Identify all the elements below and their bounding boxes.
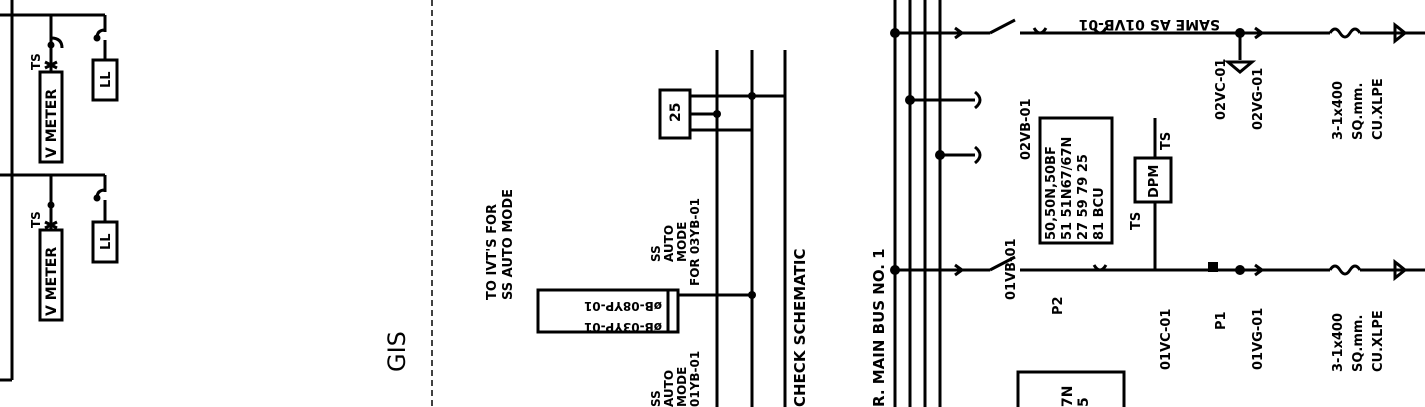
partial-relay-box — [1016, 370, 1126, 407]
v-meter-lower-label: V METER — [44, 247, 60, 316]
svg-text:CU.XLPE: CU.XLPE — [1371, 310, 1386, 372]
relay-function-list: 50,50N,50BF 51 51N67/67N 27 59 79 25 81 … — [1044, 137, 1107, 240]
dpm-label: DPM — [1147, 165, 1162, 198]
relay-25-label: 25 — [668, 103, 684, 122]
partial-box-line2: 5 — [1076, 397, 1092, 407]
synch-check-section: TO IVT'S FOR SS AUTO MODE 25 øB-03YP-01 … — [485, 50, 809, 407]
svg-text:81 BCU: 81 BCU — [1092, 187, 1107, 240]
ivt-text-line1: TO IVT'S FOR — [485, 204, 500, 300]
svg-text:CU.XLPE: CU.XLPE — [1371, 78, 1386, 140]
vt-label-1-rotated: øB-03YP-01 — [584, 320, 662, 334]
ss-auto-mode-label-2: SS AUTO MODE 01YB-01 — [649, 351, 702, 407]
svg-text:SQ.mm.: SQ.mm. — [1351, 83, 1366, 140]
vt-label-2-rotated: øB-08YP-01 — [584, 299, 662, 313]
svg-text:MODE: MODE — [675, 367, 689, 407]
p2-label: P2 — [1051, 296, 1066, 315]
main-bus-label: R. MAIN BUS NO. 1 — [870, 248, 888, 407]
ll-lower-label: LL — [99, 233, 114, 250]
svg-text:AUTO: AUTO — [662, 370, 676, 407]
vc-02-label: 02VC-01 — [1214, 59, 1229, 120]
svg-text:MODE: MODE — [675, 222, 689, 262]
vg-01-label: 01VG-01 — [1251, 308, 1266, 370]
ts-dpm-label: TS — [1159, 132, 1174, 150]
svg-text:3-1x400: 3-1x400 — [1331, 81, 1346, 140]
vg-02-label: 02VG-01 — [1251, 68, 1266, 130]
svg-text:SS: SS — [649, 390, 663, 407]
p1-marker — [1208, 262, 1218, 272]
ts-upper-label: TS — [29, 53, 43, 70]
svg-text:01YB-01: 01YB-01 — [688, 351, 702, 407]
ivt-text-line2: SS AUTO MODE — [501, 189, 516, 300]
ll-upper-label: LL — [99, 71, 114, 88]
vc-01-label: 01VC-01 — [1159, 309, 1174, 370]
partial-box-line1: 7N — [1060, 386, 1076, 407]
cable-2-label: 3-1x400 SQ.mm. CU.XLPE — [1331, 78, 1386, 140]
svg-text:27 59 79 25: 27 59 79 25 — [1076, 154, 1091, 240]
ts-lower-label: TS — [29, 211, 43, 228]
ts-dpm-label-b: TS — [1129, 212, 1144, 230]
svg-text:AUTO: AUTO — [662, 225, 676, 262]
p1-label: P1 — [1214, 311, 1229, 330]
svg-text:FOR 03YB-01: FOR 03YB-01 — [688, 198, 702, 286]
svg-text:SQ.mm.: SQ.mm. — [1351, 315, 1366, 372]
ss-auto-mode-label-1: SS AUTO MODE FOR 03YB-01 — [649, 198, 702, 286]
svg-text:50,50N,50BF: 50,50N,50BF — [1044, 146, 1059, 240]
protection-relay-block — [1038, 116, 1114, 245]
vb-01-label: 01VB-01 — [1004, 238, 1019, 300]
main-bus-section: R. MAIN BUS NO. 1 SAME AS 01VB-01 02VG-0… — [870, 0, 1425, 407]
left-metering-section: V METER TS LL V METER TS LL — [0, 0, 119, 382]
gis-label: GIS — [383, 331, 411, 372]
v-meter-upper-label: V METER — [44, 89, 60, 158]
same-as-label: SAME AS 01VB-01 — [1079, 16, 1220, 32]
check-schematic-label: CHECK SCHEMATIC — [791, 249, 809, 407]
dpm-box — [1133, 156, 1173, 204]
svg-text:51 51N67/67N: 51 51N67/67N — [1060, 137, 1075, 240]
vb-02-label: 02VB-01 — [1019, 98, 1034, 160]
svg-text:SS: SS — [649, 245, 663, 262]
svg-text:3-1x400: 3-1x400 — [1331, 313, 1346, 372]
vt-selection-box — [536, 288, 680, 334]
cable-1-label: 3-1x400 SQ.mm. CU.XLPE — [1331, 310, 1386, 372]
